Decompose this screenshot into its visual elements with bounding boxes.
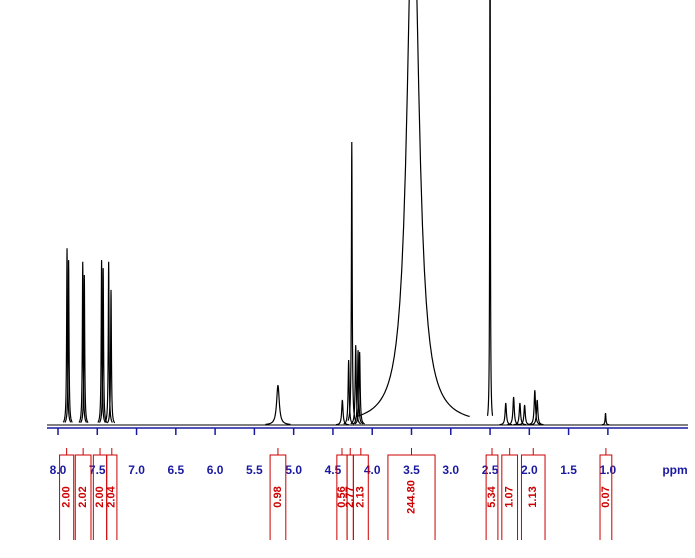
integral: 2.02 (74, 448, 92, 540)
peak (601, 413, 610, 426)
integral: 2.00 (59, 448, 75, 540)
integral-label: 2.04 (106, 485, 118, 507)
x-tick-label: 5.5 (246, 463, 263, 477)
peak (104, 261, 113, 423)
integral-label: 244.80 (405, 480, 417, 514)
x-tick-label: 8.0 (50, 463, 67, 477)
x-tick-label: 2.5 (482, 463, 499, 477)
integral-label: 0.98 (272, 486, 284, 507)
x-tick-label: 7.0 (128, 463, 145, 477)
spectrum (62, 0, 610, 426)
integral: 2.04 (106, 448, 118, 540)
integral: 0.98 (269, 448, 287, 540)
peak (528, 390, 542, 426)
peak (352, 350, 364, 425)
x-tick-label: 6.5 (167, 463, 184, 477)
integral-label: 1.13 (527, 486, 539, 507)
integral-label: 0.07 (600, 486, 612, 507)
peak (513, 402, 527, 426)
peak (486, 0, 494, 416)
x-tick-label: 2.0 (521, 463, 538, 477)
integral-label: 2.00 (61, 486, 73, 507)
x-axis-label: ppm (662, 463, 687, 477)
integral-label: 2.13 (355, 486, 367, 507)
peak (336, 399, 349, 426)
integral: 2.13 (352, 448, 369, 540)
x-tick-label: 1.5 (560, 463, 577, 477)
integral-label: 1.07 (504, 486, 516, 507)
integral-label: 5.34 (486, 485, 498, 507)
x-tick-label: 4.0 (364, 463, 381, 477)
integral: 5.34 (485, 448, 499, 540)
peak (80, 274, 89, 424)
peak (78, 261, 88, 423)
peak (530, 399, 544, 426)
x-tick-label: 3.0 (442, 463, 459, 477)
x-tick-label: 4.5 (325, 463, 342, 477)
x-tick-label: 6.0 (207, 463, 224, 477)
integral-label: 0.56 (336, 486, 348, 507)
integral: 1.13 (520, 448, 546, 540)
integral: 1.07 (501, 448, 519, 540)
integral: 2.00 (92, 448, 108, 540)
peak (356, 0, 470, 418)
peak (97, 260, 106, 423)
integral-label: 2.00 (94, 486, 106, 507)
peak (350, 345, 362, 425)
peak (106, 289, 116, 424)
peak (265, 384, 291, 425)
peak (354, 351, 365, 425)
x-tick-label: 3.5 (403, 463, 420, 477)
x-tick-label: 5.0 (285, 463, 302, 477)
x-tick-label: 1.0 (600, 463, 617, 477)
peak (499, 402, 513, 426)
peak (507, 396, 520, 426)
peak (64, 260, 73, 423)
integral: 0.07 (599, 448, 613, 540)
integral: 244.80 (387, 448, 436, 540)
peak (62, 248, 72, 423)
integral-label: 2.02 (77, 486, 89, 507)
